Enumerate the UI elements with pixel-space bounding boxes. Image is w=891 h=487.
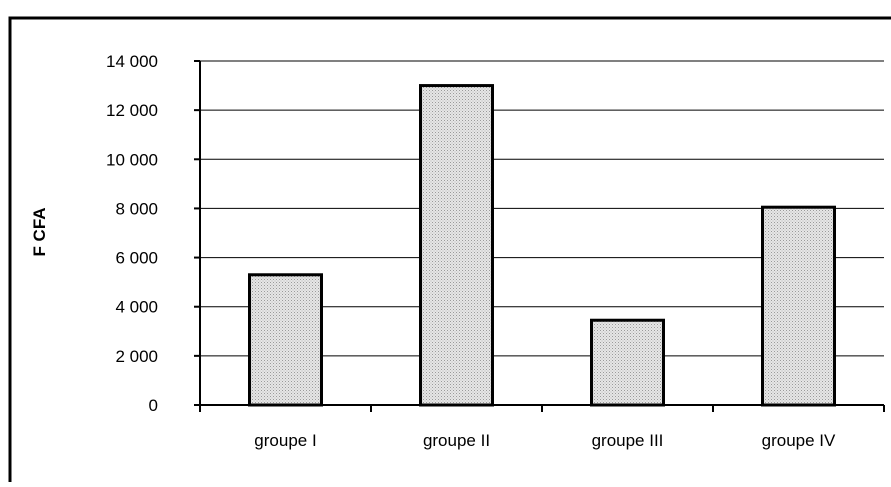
x-tick-label: groupe I bbox=[254, 431, 316, 450]
y-tick-label: 14 000 bbox=[106, 52, 158, 71]
bar bbox=[248, 273, 323, 407]
bar bbox=[761, 205, 836, 407]
chart-frame bbox=[8, 16, 891, 487]
y-tick-label: 0 bbox=[149, 396, 158, 415]
x-tick-label: groupe III bbox=[592, 431, 664, 450]
y-axis-title: F CFA bbox=[30, 207, 49, 256]
bars bbox=[248, 84, 836, 407]
bar bbox=[419, 84, 494, 407]
y-tick-label: 8 000 bbox=[115, 199, 158, 218]
y-tick-label: 2 000 bbox=[115, 347, 158, 366]
y-tick-label: 4 000 bbox=[115, 298, 158, 317]
y-tick-label: 6 000 bbox=[115, 249, 158, 268]
axes bbox=[194, 60, 885, 412]
x-tick-label: groupe IV bbox=[762, 431, 836, 450]
x-tick-label: groupe II bbox=[423, 431, 490, 450]
y-tick-label: 10 000 bbox=[106, 150, 158, 169]
bar bbox=[590, 318, 665, 407]
labels: 0 2 000 4 000 6 000 8 000 10 000 12 000 14 000 g… bbox=[106, 52, 836, 450]
y-tick-label: 12 000 bbox=[106, 101, 158, 120]
